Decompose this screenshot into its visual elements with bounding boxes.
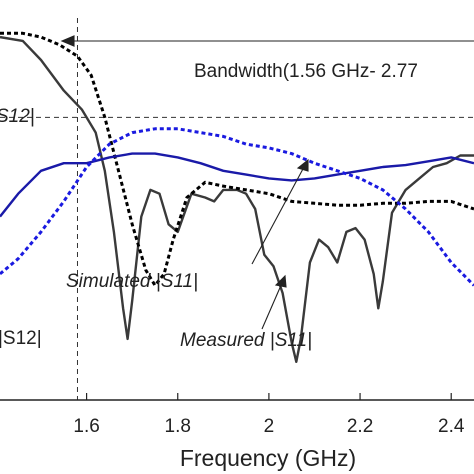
- x-tick-label: 2: [264, 416, 275, 437]
- annotations: Bandwidth(1.56 GHz- 2.77 S12| Simulated …: [0, 61, 418, 351]
- measured-s11-label: Measured |S11|: [180, 330, 312, 351]
- annotation-arrows: [60, 35, 474, 330]
- s12-bottom-label: |S12|: [0, 328, 42, 349]
- x-tick-label: 1.6: [73, 416, 99, 437]
- x-axis: 1.6 1.8 2 2.2 2.4: [0, 393, 474, 437]
- bandwidth-label: Bandwidth(1.56 GHz- 2.77: [194, 61, 418, 82]
- x-tick-label: 2.2: [347, 416, 373, 437]
- simulated-s11-arrow-line: [251, 166, 305, 265]
- bandwidth-arrowhead: [60, 35, 75, 47]
- x-tick-label: 1.8: [165, 416, 191, 437]
- x-axis-title: Frequency (GHz): [180, 445, 356, 471]
- series-layer: [0, 31, 474, 363]
- measured-s11-arrowhead: [274, 274, 287, 288]
- simulated-s11-label: Simulated |S11|: [66, 271, 198, 292]
- reference-lines: [0, 18, 474, 400]
- s12-top-label: S12|: [0, 106, 35, 127]
- series-line-2: [0, 152, 474, 218]
- measured-s11-arrow-line: [261, 282, 283, 330]
- series-line-0: [0, 35, 474, 363]
- series-line-1: [0, 31, 474, 287]
- simulated-s11-arrowhead: [296, 158, 309, 172]
- series-line-3: [0, 127, 474, 287]
- x-tick-label: 2.4: [438, 416, 465, 437]
